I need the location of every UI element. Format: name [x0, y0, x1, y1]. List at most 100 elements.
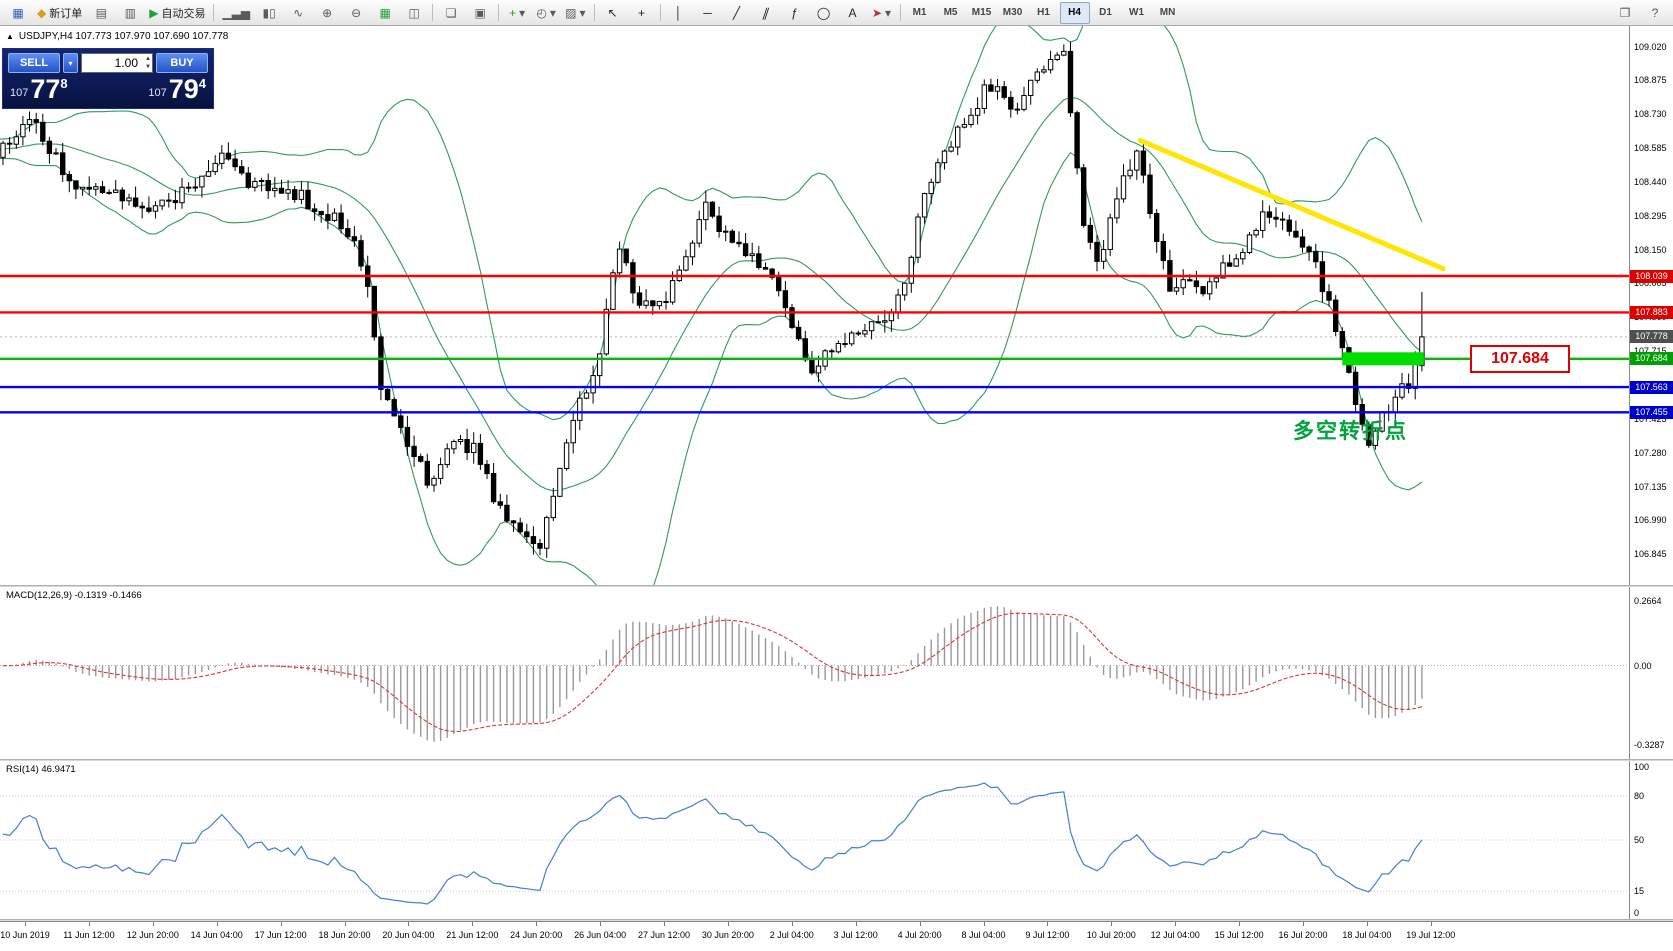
zoom-out-icon: ⊖ [351, 5, 362, 20]
profiles-button[interactable]: ▥ [116, 2, 144, 24]
timeframe-mn[interactable]: MN [1159, 7, 1176, 18]
cursor-button[interactable]: ↖ [599, 2, 627, 24]
trendline-tool[interactable]: ╱ [723, 2, 751, 24]
crosshair-button[interactable]: + [628, 2, 656, 24]
bollinger-middle-band [0, 96, 1423, 492]
zoom-in-button[interactable]: ⊕ [313, 2, 341, 24]
pane-separator[interactable] [0, 585, 1673, 587]
tile-windows-button[interactable]: ◫ [400, 2, 428, 24]
time-label: 17 Jun 12:00 [254, 930, 307, 940]
bar-chart-button[interactable]: ▁▃▅ [218, 2, 254, 24]
timeframe-m30[interactable]: M30 [1002, 7, 1023, 18]
rsi-axis[interactable]: 100 80 50 15 0 [1629, 761, 1673, 919]
shapes-icon: ◯ [816, 5, 831, 20]
time-label: 15 Jul 12:00 [1214, 930, 1264, 940]
buy-price[interactable]: 107 79 4 [148, 75, 206, 103]
cascade-button[interactable]: ❏ [437, 2, 465, 24]
price-tick: 106.990 [1634, 515, 1667, 526]
line-chart-button[interactable]: ∿ [284, 2, 312, 24]
volume-input[interactable] [82, 55, 152, 71]
sell-price-prefix: 107 [10, 87, 29, 99]
time-label: 12 Jul 04:00 [1150, 930, 1200, 940]
pane-separator[interactable] [0, 759, 1673, 761]
macd-axis[interactable]: 0.2664 0.00 -0.3287 [1629, 587, 1673, 759]
bar-chart-icon: ▁▃▅ [222, 5, 251, 20]
indicators-button[interactable]: + ▾ [503, 2, 531, 24]
line-chart-icon: ∿ [293, 5, 304, 20]
price-chart-pane[interactable]: ▲ USDJPY,H4 107.773 107.970 107.690 107.… [0, 26, 1629, 585]
spinner-down-icon[interactable]: ▼ [145, 64, 151, 70]
chevron-down-icon: ▾ [519, 5, 526, 20]
sell-options-dropdown[interactable]: ▾ [63, 53, 78, 73]
channel-tool[interactable]: ∥ [752, 2, 780, 24]
autotrading-button[interactable]: ▶ 自动交易 [145, 2, 209, 24]
time-tick [1303, 922, 1304, 926]
sell-button[interactable]: SELL [8, 53, 60, 73]
price-tick: 108.730 [1634, 109, 1667, 120]
time-label: 27 Jun 12:00 [637, 930, 691, 940]
price-chart-svg[interactable] [0, 26, 1629, 585]
charts-icon: ▤ [95, 5, 107, 20]
timeframe-h1[interactable]: H1 [1037, 7, 1050, 18]
grid-button[interactable]: ▦ [371, 2, 399, 24]
macd-svg[interactable] [0, 587, 1629, 759]
time-tick [791, 922, 793, 926]
rsi-pane[interactable]: RSI(14) 46.9471 [0, 761, 1629, 919]
horizontal-line-icon: ─ [703, 5, 712, 20]
chevron-down-icon: ▾ [885, 5, 892, 20]
time-tick [1111, 922, 1113, 926]
buy-price-prefix: 107 [148, 87, 167, 99]
time-label: 4 Jul 20:00 [897, 930, 942, 940]
channel-icon: ∥ [760, 5, 771, 20]
spinner-up-icon[interactable]: ▲ [145, 56, 151, 62]
time-label: 3 Jul 12:00 [833, 930, 878, 940]
pane-separator[interactable] [0, 919, 1673, 921]
arrange-button[interactable]: ▣ [466, 2, 494, 24]
new-order-button[interactable]: ◆ 新订单 [33, 2, 86, 24]
price-tick: 108.585 [1634, 143, 1667, 153]
timeframe-m5[interactable]: M5 [943, 7, 958, 18]
macd-tick: -0.3287 [1634, 740, 1665, 750]
templates-button[interactable]: ▨ ▾ [561, 2, 589, 24]
vertical-line-tool[interactable]: │ [665, 2, 693, 24]
sell-price-big: 77 [30, 74, 61, 104]
app-chart-button[interactable]: ▦ [4, 2, 32, 24]
timeframe-m1[interactable]: M1 [912, 7, 927, 18]
volume-field: ▲▼ [81, 53, 153, 73]
zoom-out-button[interactable]: ⊖ [342, 2, 370, 24]
arrows-tool[interactable]: ➤ ▾ [868, 2, 896, 24]
timeframe-d1[interactable]: D1 [1099, 7, 1112, 18]
sell-price[interactable]: 107 77 8 [10, 75, 68, 103]
price-badge: 107.778 [1630, 330, 1673, 344]
timeframe-h4[interactable]: H4 [1059, 1, 1090, 24]
candle-chart-button[interactable]: ▮▯ [255, 2, 283, 24]
buy-button[interactable]: BUY [156, 53, 208, 73]
price-tick: 106.845 [1634, 549, 1667, 560]
macd-tick: 0.00 [1634, 660, 1652, 671]
toolbar-separator [899, 4, 901, 21]
screens-button[interactable]: ❐ [1611, 2, 1639, 24]
templates-icon: ▨ [565, 5, 577, 20]
fibonacci-tool[interactable]: ƒ [781, 2, 809, 24]
profiles-icon: ▥ [124, 5, 136, 20]
time-tick [727, 922, 729, 926]
help-button[interactable]: ? [1641, 2, 1669, 24]
one-click-trading-panel: SELL ▾ ▲▼ BUY 107 77 8 107 [2, 48, 214, 109]
price-badge: 107.684 [1630, 352, 1673, 366]
charts-button[interactable]: ▤ [87, 2, 115, 24]
macd-pane[interactable]: MACD(12,26,9) -0.1319 -0.1466 [0, 587, 1629, 759]
ohlc-text: USDJPY,H4 107.773 107.970 107.690 107.77… [18, 31, 229, 42]
shapes-tool[interactable]: ◯ [810, 2, 838, 24]
rsi-svg[interactable] [0, 761, 1629, 919]
timeframe-m15[interactable]: M15 [971, 7, 992, 18]
price-axis[interactable]: 109.020 108.875 108.730 108.585 108.440 108.2… [1629, 26, 1673, 585]
price-tick: 108.875 [1634, 75, 1667, 86]
price-badge: 107.563 [1630, 380, 1673, 394]
time-axis[interactable]: 10 Jun 2019 11 Jun 12:00 12 Jun 20:00 14 Ju… [0, 921, 1673, 951]
text-tool[interactable]: A [839, 2, 867, 24]
timeframe-w1[interactable]: W1 [1129, 7, 1145, 18]
time-label: 2 Jul 04:00 [769, 930, 814, 940]
volume-spinner[interactable]: ▲ ▼ [145, 55, 151, 71]
horizontal-line-tool[interactable]: ─ [694, 2, 722, 24]
periods-button[interactable]: ◴ ▾ [532, 2, 560, 24]
